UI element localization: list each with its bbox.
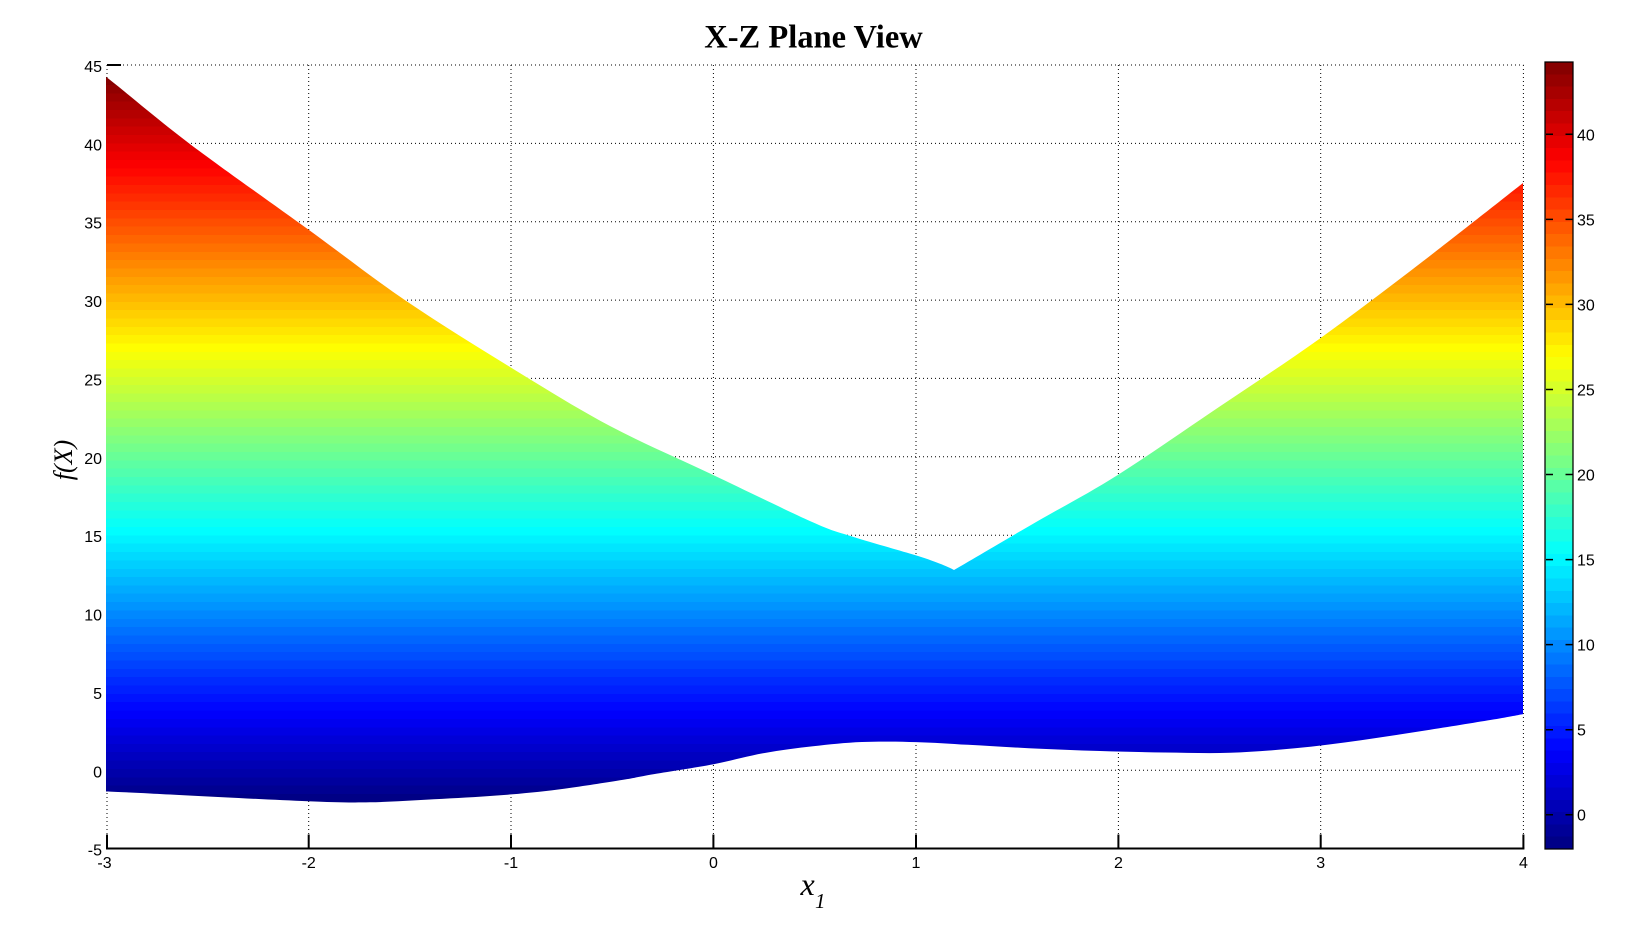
svg-text:40: 40	[84, 137, 102, 154]
svg-text:-2: -2	[302, 855, 316, 872]
svg-text:0: 0	[709, 855, 718, 872]
svg-text:15: 15	[84, 529, 102, 546]
svg-text:35: 35	[84, 216, 102, 233]
svg-text:20: 20	[84, 451, 102, 468]
svg-text:25: 25	[84, 372, 102, 389]
svg-text:40: 40	[1577, 127, 1595, 144]
svg-text:3: 3	[1316, 855, 1325, 872]
svg-text:10: 10	[1577, 638, 1595, 655]
svg-text:f(X): f(X)	[49, 440, 78, 480]
svg-text:10: 10	[84, 608, 102, 625]
svg-text:0: 0	[93, 764, 102, 781]
svg-text:30: 30	[1577, 297, 1595, 314]
svg-text:1: 1	[912, 855, 921, 872]
svg-text:5: 5	[93, 686, 102, 703]
svg-text:30: 30	[84, 294, 102, 311]
svg-text:4: 4	[1519, 855, 1528, 872]
svg-text:0: 0	[1577, 808, 1586, 825]
svg-text:15: 15	[1577, 553, 1595, 570]
svg-text:-5: -5	[88, 843, 102, 860]
svg-text:35: 35	[1577, 212, 1595, 229]
svg-text:45: 45	[84, 59, 102, 76]
svg-text:5: 5	[1577, 723, 1586, 740]
svg-text:-3: -3	[97, 855, 111, 872]
svg-text:X-Z Plane View: X-Z Plane View	[704, 20, 923, 56]
svg-text:25: 25	[1577, 383, 1595, 400]
svg-text:2: 2	[1114, 855, 1123, 872]
svg-text:x: x	[800, 866, 815, 902]
svg-text:-1: -1	[504, 855, 518, 872]
svg-text:1: 1	[815, 889, 826, 913]
svg-text:20: 20	[1577, 468, 1595, 485]
